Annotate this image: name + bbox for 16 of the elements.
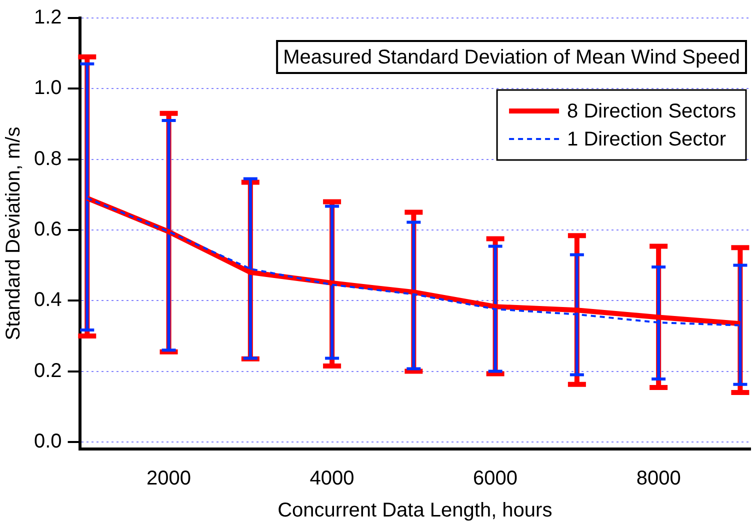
x-axis-title: Concurrent Data Length, hours bbox=[278, 500, 552, 522]
y-tick-label: 0.0 bbox=[34, 430, 62, 452]
y-tick-label: 0.6 bbox=[34, 218, 62, 240]
y-tick-label: 1.0 bbox=[34, 77, 62, 100]
x-tick-label: 8000 bbox=[636, 468, 681, 490]
legend-label: 1 Direction Sector bbox=[567, 128, 726, 151]
y-tick-label: 1.2 bbox=[34, 6, 62, 29]
x-tick-label: 6000 bbox=[473, 468, 518, 490]
y-axis-title: Standard Deviation, m/s bbox=[2, 126, 25, 340]
x-tick-label: 2000 bbox=[146, 468, 192, 490]
y-tick-label: 0.4 bbox=[34, 289, 62, 312]
x-tick-label: 4000 bbox=[310, 468, 354, 490]
text: Measured Standard Deviation of Mean Wind Speed bbox=[283, 46, 740, 69]
legend-label: 8 Direction Sectors bbox=[567, 100, 736, 123]
y-tick-label: 0.2 bbox=[34, 360, 62, 382]
y-tick-label: 0.8 bbox=[34, 148, 62, 170]
